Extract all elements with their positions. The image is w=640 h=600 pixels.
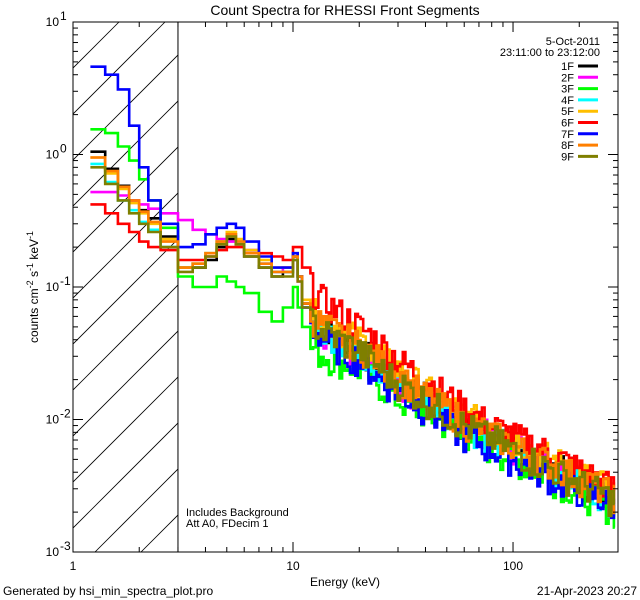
x-tick-label: 100 [503,559,523,573]
hatch-line [73,284,178,391]
y-tick-exponent: -2 [60,407,71,421]
legend-label-9F: 9F [561,151,574,163]
x-axis-label: Energy (keV) [310,575,380,589]
legend-date: 5-Oct-2011 [546,36,600,48]
y-axis-label: counts cm-2 s-1 keV-1 [25,231,41,343]
y-tick-label: 10 [46,545,60,559]
axis-ticks [72,22,619,553]
chart-title: Count Spectra for RHESSI Front Segments [210,2,479,18]
hatch-line [73,422,178,529]
series-line-5F [90,156,616,492]
series-line-9F [90,166,616,518]
y-tick-exponent: 0 [60,142,67,156]
hatched-low-energy-region [73,22,179,552]
y-tick-exponent: -3 [60,539,71,553]
legend-label-6F: 6F [561,118,574,130]
y-tick-label: 10 [46,15,60,29]
hatch-line [73,238,178,345]
legend-label-2F: 2F [561,72,574,84]
hatch-line [73,100,178,207]
y-tick-label: 10 [46,148,60,162]
legend-label-1F: 1F [561,61,574,73]
legend-time-range: 23:11:00 to 23:12:00 [500,47,600,59]
legend-label-7F: 7F [561,129,574,141]
annotation-background: Includes Background [186,507,289,519]
x-tick-labels: 1 10 100 [70,559,524,573]
hatch-clip [73,22,178,552]
y-tick-exponent: 1 [60,9,67,23]
hatch-line [73,192,178,299]
annotation-attenuator: Att A0, FDecim 1 [186,518,269,530]
series-layer [90,65,616,529]
hatch-line [73,376,178,483]
y-tick-label: 10 [46,413,60,427]
hatch-line [73,22,166,115]
footer-generated-by: Generated by hsi_min_spectra_plot.pro [3,584,213,598]
legend-label-3F: 3F [561,84,574,96]
legend-label-5F: 5F [561,106,574,118]
y-tick-exponent: -1 [60,274,71,288]
series-clip-group [90,65,616,529]
hatch-line [73,54,178,161]
series-line-8F [90,156,616,515]
x-tick-label: 1 [70,559,77,573]
x-tick-label: 10 [286,559,300,573]
y-tick-label: 10 [46,280,60,294]
legend-label-4F: 4F [561,95,574,107]
footer-timestamp: 21-Apr-2023 20:27 [537,584,637,598]
legend-label-8F: 8F [561,140,574,152]
series-line-7F [90,65,616,520]
